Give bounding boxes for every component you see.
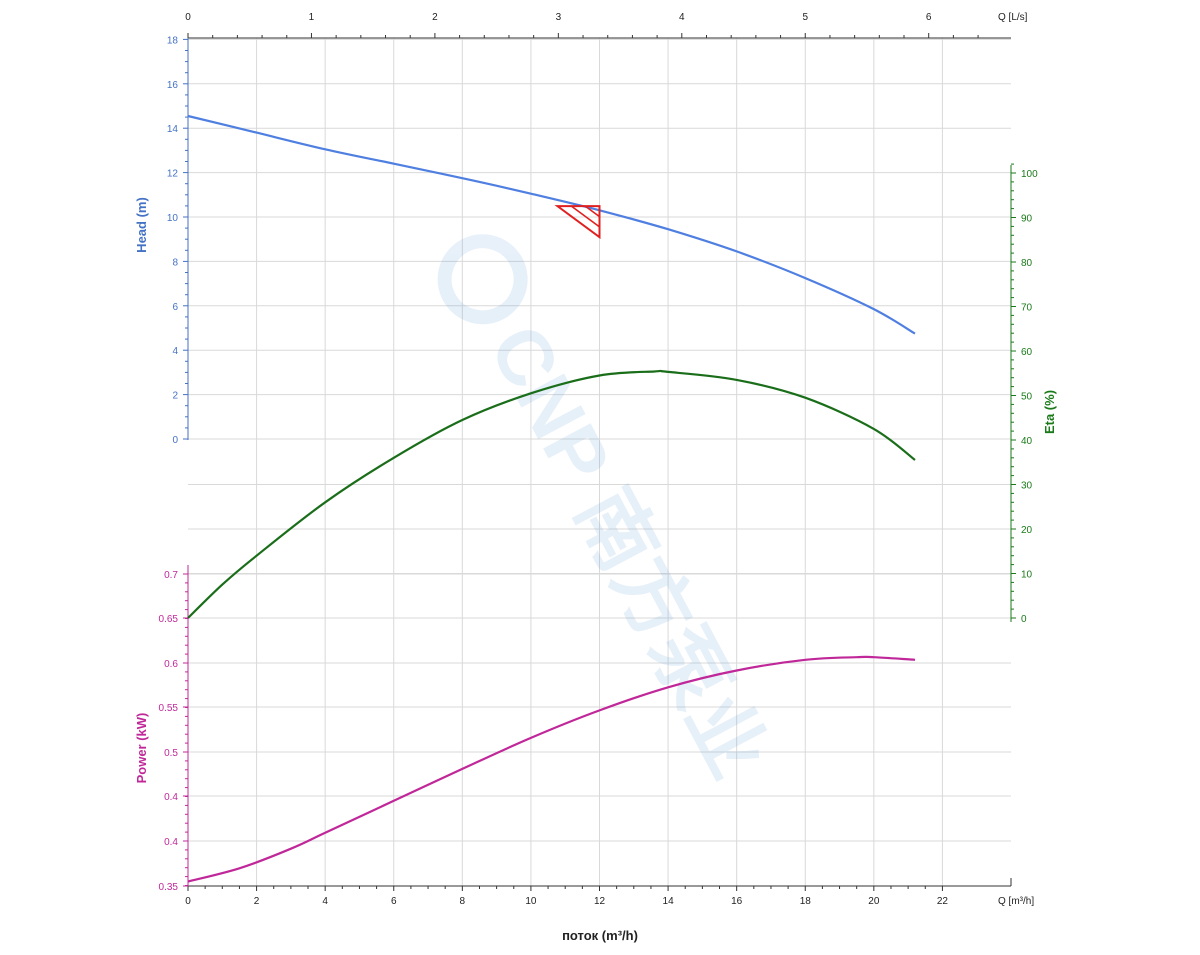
- x-bottom-tick-label: 14: [663, 896, 675, 907]
- watermark-logo: CNP 南方泵业: [437, 234, 784, 791]
- eta-tick-label: 90: [1021, 214, 1033, 225]
- power-tick-label: 0.5: [164, 748, 178, 759]
- eta-axis-title: Eta (%): [1042, 390, 1057, 434]
- x-top-tick-label: 2: [432, 12, 438, 23]
- eta-tick-label: 80: [1021, 258, 1033, 269]
- eta-tick-label: 60: [1021, 347, 1033, 358]
- x-top-unit: Q [L/s]: [998, 12, 1028, 23]
- x-bottom-tick-label: 2: [254, 896, 260, 907]
- x-bottom-tick-label: 6: [391, 896, 397, 907]
- head-tick-label: 6: [172, 302, 178, 313]
- power-axis-title: Power (kW): [134, 713, 149, 784]
- duty-point-triangle: [554, 205, 601, 240]
- x-top-tick-label: 5: [802, 12, 808, 23]
- power-tick-label: 0.6: [164, 659, 178, 670]
- watermark-text: CNP 南方泵业: [473, 311, 784, 791]
- x-top-tick-label: 3: [556, 12, 562, 23]
- x-top-tick-label: 0: [185, 12, 191, 23]
- head-tick-label: 12: [167, 169, 179, 180]
- head-curve: [187, 114, 916, 335]
- x-top-tick-label: 4: [679, 12, 685, 23]
- head-tick-label: 8: [172, 257, 178, 268]
- watermark: CNP 南方泵业: [437, 234, 784, 791]
- labels: 0 2 4 6 8 10 12 14 16 18 20 22 Q [m³/h]поток (m³/h)0…: [134, 12, 1057, 943]
- eta-curve: [187, 369, 916, 619]
- x-bottom-tick-label: 12: [594, 896, 606, 907]
- x-bottom-tick-label: 0: [185, 896, 191, 907]
- eta-tick-label: 70: [1021, 303, 1033, 314]
- eta-tick-label: 0: [1021, 614, 1027, 625]
- power-tick-label: 0.65: [159, 614, 179, 625]
- x-bottom-axis-title: поток (m³/h): [562, 928, 638, 943]
- head-tick-label: 10: [167, 213, 179, 224]
- head-tick-label: 18: [167, 35, 179, 46]
- power-tick-label: 0.55: [159, 703, 179, 714]
- x-bottom-unit: Q [m³/h]: [998, 896, 1034, 907]
- head-tick-label: 4: [172, 346, 178, 357]
- duty-point-layer: [554, 205, 601, 240]
- duty-point-hatch: [570, 205, 600, 228]
- power-tick-label: 0.4: [164, 837, 178, 848]
- power-tick-label: 0.35: [159, 882, 179, 893]
- x-bottom-tick-label: 8: [460, 896, 466, 907]
- series: [187, 114, 916, 883]
- head-axis-title: Head (m): [134, 197, 149, 253]
- power-tick-label: 0.4: [164, 792, 178, 803]
- watermark-ring: [437, 234, 528, 325]
- eta-tick-label: 100: [1021, 169, 1038, 180]
- x-bottom-tick-label: 22: [937, 896, 949, 907]
- head-tick-label: 14: [167, 124, 179, 135]
- x-bottom-tick-label: 18: [800, 896, 812, 907]
- head-tick-label: 2: [172, 391, 178, 402]
- x-bottom-tick-label: 4: [322, 896, 328, 907]
- eta-tick-label: 50: [1021, 392, 1033, 403]
- x-bottom-tick-label: 16: [731, 896, 743, 907]
- head-tick-label: 0: [172, 435, 178, 446]
- duty-point-marker: [554, 205, 601, 240]
- power-curve: [187, 655, 916, 883]
- eta-tick-label: 40: [1021, 436, 1033, 447]
- power-tick-label: 0.7: [164, 570, 178, 581]
- axes: [183, 33, 1016, 891]
- eta-tick-label: 30: [1021, 481, 1033, 492]
- eta-tick-label: 20: [1021, 525, 1033, 536]
- x-bottom-tick-label: 10: [525, 896, 537, 907]
- x-bottom-tick-label: 20: [868, 896, 880, 907]
- eta-tick-label: 10: [1021, 570, 1033, 581]
- x-top-tick-label: 1: [309, 12, 315, 23]
- x-top-tick-label: 6: [926, 12, 932, 23]
- head-tick-label: 16: [167, 80, 179, 91]
- duty-point-hatch: [584, 205, 600, 218]
